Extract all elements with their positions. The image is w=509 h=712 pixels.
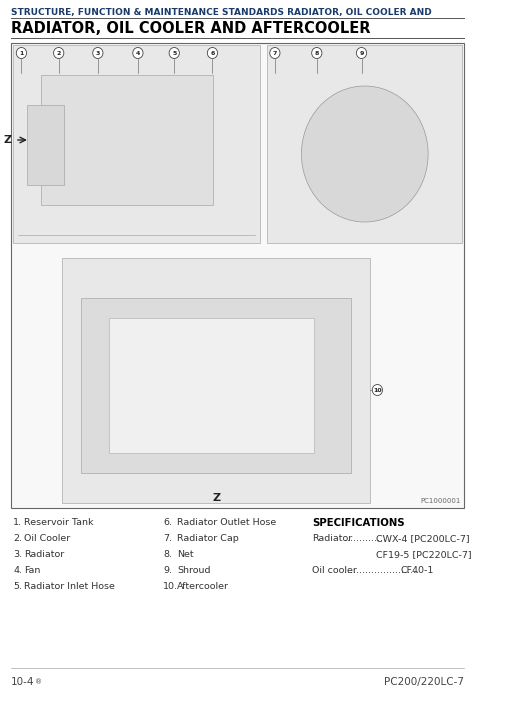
Text: 10.: 10. xyxy=(163,582,178,591)
Text: Oil cooler: Oil cooler xyxy=(312,566,356,575)
Text: .........................: ......................... xyxy=(343,566,418,575)
Text: Net: Net xyxy=(177,550,193,559)
Circle shape xyxy=(356,48,366,58)
Text: RADIATOR, OIL COOLER AND AFTERCOOLER: RADIATOR, OIL COOLER AND AFTERCOOLER xyxy=(11,21,370,36)
Text: 7.: 7. xyxy=(163,534,172,543)
Text: 5.: 5. xyxy=(13,582,22,591)
Text: 7: 7 xyxy=(272,51,276,56)
Circle shape xyxy=(372,384,382,395)
Text: 2.: 2. xyxy=(13,534,22,543)
Text: Aftercooler: Aftercooler xyxy=(177,582,229,591)
Text: 9.: 9. xyxy=(163,566,172,575)
Bar xyxy=(109,318,314,453)
Text: Radiator Outlet Hose: Radiator Outlet Hose xyxy=(177,518,276,527)
Text: Radiator Inlet Hose: Radiator Inlet Hose xyxy=(24,582,115,591)
Bar xyxy=(62,258,369,503)
Text: Z: Z xyxy=(4,135,12,145)
Text: 6.: 6. xyxy=(163,518,172,527)
Text: Radiator: Radiator xyxy=(312,534,352,543)
Text: Fan: Fan xyxy=(24,566,41,575)
Bar xyxy=(11,43,463,508)
Text: 5: 5 xyxy=(172,51,176,56)
Bar xyxy=(13,45,260,243)
Text: PC1000001: PC1000001 xyxy=(420,498,460,504)
Text: Oil Cooler: Oil Cooler xyxy=(24,534,70,543)
Text: 1: 1 xyxy=(19,51,23,56)
Bar xyxy=(81,298,351,473)
Text: PC200/220LC-7: PC200/220LC-7 xyxy=(383,677,463,687)
Text: CF40-1: CF40-1 xyxy=(400,566,433,575)
Text: Shroud: Shroud xyxy=(177,566,210,575)
Text: 10: 10 xyxy=(372,388,381,393)
Text: CWX-4 [PC200LC-7]: CWX-4 [PC200LC-7] xyxy=(375,534,468,543)
Text: 10-4: 10-4 xyxy=(11,677,35,687)
Circle shape xyxy=(301,86,428,222)
Bar xyxy=(27,105,64,185)
Text: ®: ® xyxy=(35,679,42,685)
Text: CF19-5 [PC220LC-7]: CF19-5 [PC220LC-7] xyxy=(375,550,470,559)
Circle shape xyxy=(93,48,103,58)
Text: 8.: 8. xyxy=(163,550,172,559)
Text: .............: ............. xyxy=(343,534,382,543)
Bar xyxy=(267,45,461,243)
Text: 8: 8 xyxy=(314,51,318,56)
Text: 6: 6 xyxy=(210,51,214,56)
Circle shape xyxy=(311,48,321,58)
Bar xyxy=(41,75,213,205)
Text: 3.: 3. xyxy=(13,550,22,559)
Text: 3: 3 xyxy=(96,51,100,56)
Text: SPECIFICATIONS: SPECIFICATIONS xyxy=(312,518,404,528)
Circle shape xyxy=(207,48,217,58)
Text: 9: 9 xyxy=(359,51,363,56)
Text: 2: 2 xyxy=(56,51,61,56)
Circle shape xyxy=(53,48,64,58)
Circle shape xyxy=(16,48,26,58)
Text: Radiator: Radiator xyxy=(24,550,64,559)
Circle shape xyxy=(169,48,179,58)
Text: Z: Z xyxy=(212,493,220,503)
Circle shape xyxy=(132,48,143,58)
Text: 4.: 4. xyxy=(13,566,22,575)
Text: 4: 4 xyxy=(135,51,140,56)
Text: STRUCTURE, FUNCTION & MAINTENANCE STANDARDS RADIATOR, OIL COOLER AND: STRUCTURE, FUNCTION & MAINTENANCE STANDA… xyxy=(11,8,431,17)
Text: Reservoir Tank: Reservoir Tank xyxy=(24,518,94,527)
Text: Radiator Cap: Radiator Cap xyxy=(177,534,238,543)
Text: 1.: 1. xyxy=(13,518,22,527)
Circle shape xyxy=(269,48,279,58)
